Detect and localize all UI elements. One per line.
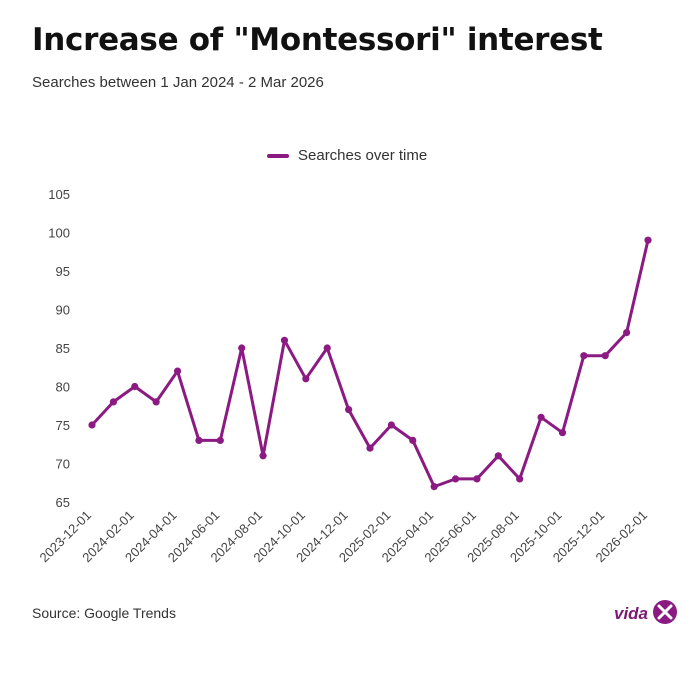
y-tick-label: 75 xyxy=(56,418,70,433)
y-tick-label: 90 xyxy=(56,303,70,318)
y-tick-label: 105 xyxy=(48,187,70,202)
data-point xyxy=(387,421,395,429)
data-point xyxy=(345,406,353,414)
data-point xyxy=(409,436,417,444)
data-point xyxy=(302,375,310,383)
logo-x-mark xyxy=(657,604,673,620)
y-tick-label: 65 xyxy=(56,495,70,510)
source-note: Source: Google Trends xyxy=(32,605,176,621)
data-point xyxy=(216,436,224,444)
chart-title: Increase of "Montessori" interest xyxy=(32,22,603,58)
legend: Searches over time xyxy=(267,147,427,164)
data-point xyxy=(195,436,203,444)
y-tick-label: 70 xyxy=(56,457,70,472)
data-point xyxy=(430,483,438,491)
y-tick-label: 80 xyxy=(56,380,70,395)
data-point xyxy=(109,398,117,406)
data-point xyxy=(366,444,374,452)
data-point xyxy=(259,452,267,460)
data-point xyxy=(280,336,289,344)
data-point xyxy=(537,413,545,421)
data-point xyxy=(131,382,139,391)
legend-swatch xyxy=(267,153,289,158)
data-point xyxy=(516,475,524,483)
legend-label: Searches over time xyxy=(298,147,428,164)
y-tick-label: 95 xyxy=(56,264,70,279)
chart-subtitle: Searches between 1 Jan 2024 - 2 Mar 2026 xyxy=(32,74,324,91)
data-point xyxy=(152,398,160,406)
data-point xyxy=(451,475,460,483)
data-point xyxy=(173,367,182,375)
data-point xyxy=(88,421,96,429)
y-tick-label: 85 xyxy=(56,341,70,356)
vida-logo: vida xyxy=(614,600,677,624)
data-point xyxy=(494,452,502,460)
data-point xyxy=(601,352,609,360)
data-point xyxy=(623,329,631,337)
data-point xyxy=(558,429,567,437)
data-point xyxy=(580,352,588,360)
data-point xyxy=(473,475,481,483)
y-tick-label: 100 xyxy=(48,226,70,241)
logo-text: vida xyxy=(614,604,648,623)
data-point xyxy=(238,344,246,352)
data-point xyxy=(323,344,331,352)
data-point xyxy=(644,236,652,244)
